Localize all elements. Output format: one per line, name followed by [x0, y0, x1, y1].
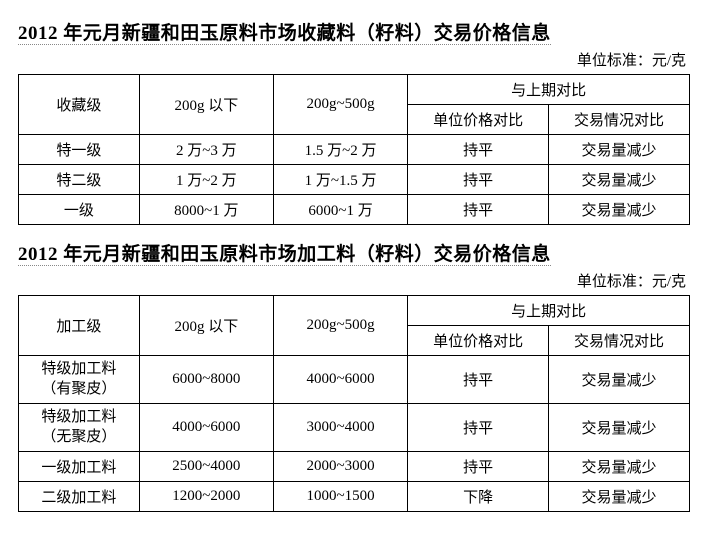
cell-c1: 持平	[408, 404, 549, 452]
cell-c1: 持平	[408, 356, 549, 404]
unit-label-2: 单位标准：元/克	[18, 270, 686, 291]
cell-p2: 1 万~1.5 万	[273, 165, 407, 195]
col-compare-trade: 交易情况对比	[549, 326, 690, 356]
cell-p1: 2 万~3 万	[139, 135, 273, 165]
cell-p1: 4000~6000	[139, 404, 273, 452]
cell-level: 特一级	[19, 135, 140, 165]
cell-level: 特二级	[19, 165, 140, 195]
cell-c2: 交易量减少	[549, 195, 690, 225]
table-row: 一级 8000~1 万 6000~1 万 持平 交易量减少	[19, 195, 690, 225]
cell-c2: 交易量减少	[549, 404, 690, 452]
table-row: 特级加工料（无聚皮） 4000~6000 3000~4000 持平 交易量减少	[19, 404, 690, 452]
col-under-200: 200g 以下	[139, 75, 273, 135]
cell-p2: 1.5 万~2 万	[273, 135, 407, 165]
cell-c2: 交易量减少	[549, 165, 690, 195]
cell-c2: 交易量减少	[549, 356, 690, 404]
cell-p2: 6000~1 万	[273, 195, 407, 225]
table-header-row: 收藏级 200g 以下 200g~500g 与上期对比	[19, 75, 690, 105]
col-200-500: 200g~500g	[273, 75, 407, 135]
col-level: 收藏级	[19, 75, 140, 135]
cell-level: 一级加工料	[19, 452, 140, 482]
cell-p1: 2500~4000	[139, 452, 273, 482]
cell-c2: 交易量减少	[549, 482, 690, 512]
col-under-200: 200g 以下	[139, 296, 273, 356]
cell-c2: 交易量减少	[549, 452, 690, 482]
cell-p2: 1000~1500	[273, 482, 407, 512]
cell-p1: 1200~2000	[139, 482, 273, 512]
cell-level: 一级	[19, 195, 140, 225]
section-processing: 2012 年元月新疆和田玉原料市场加工料（籽料）交易价格信息 单位标准：元/克 …	[18, 239, 690, 512]
cell-c1: 持平	[408, 452, 549, 482]
cell-c1: 持平	[408, 135, 549, 165]
cell-c1: 持平	[408, 165, 549, 195]
cell-c2: 交易量减少	[549, 135, 690, 165]
cell-p1: 1 万~2 万	[139, 165, 273, 195]
cell-level: 特级加工料（无聚皮）	[19, 404, 140, 452]
title-processing: 2012 年元月新疆和田玉原料市场加工料（籽料）交易价格信息	[18, 239, 690, 266]
col-level: 加工级	[19, 296, 140, 356]
table-row: 特一级 2 万~3 万 1.5 万~2 万 持平 交易量减少	[19, 135, 690, 165]
col-compare-price: 单位价格对比	[408, 326, 549, 356]
cell-c1: 持平	[408, 195, 549, 225]
table-row: 特级加工料（有聚皮） 6000~8000 4000~6000 持平 交易量减少	[19, 356, 690, 404]
unit-label-1: 单位标准：元/克	[18, 49, 686, 70]
cell-p1: 8000~1 万	[139, 195, 273, 225]
table-processing: 加工级 200g 以下 200g~500g 与上期对比 单位价格对比 交易情况对…	[18, 295, 690, 512]
cell-c1: 下降	[408, 482, 549, 512]
col-compare-price: 单位价格对比	[408, 105, 549, 135]
table-collectible: 收藏级 200g 以下 200g~500g 与上期对比 单位价格对比 交易情况对…	[18, 74, 690, 225]
cell-level: 特级加工料（有聚皮）	[19, 356, 140, 404]
col-compare-trade: 交易情况对比	[549, 105, 690, 135]
col-200-500: 200g~500g	[273, 296, 407, 356]
table-row: 二级加工料 1200~2000 1000~1500 下降 交易量减少	[19, 482, 690, 512]
cell-p2: 3000~4000	[273, 404, 407, 452]
cell-p1: 6000~8000	[139, 356, 273, 404]
col-compare-group: 与上期对比	[408, 75, 690, 105]
col-compare-group: 与上期对比	[408, 296, 690, 326]
table-header-row: 加工级 200g 以下 200g~500g 与上期对比	[19, 296, 690, 326]
title-collectible: 2012 年元月新疆和田玉原料市场收藏料（籽料）交易价格信息	[18, 18, 690, 45]
cell-level: 二级加工料	[19, 482, 140, 512]
cell-p2: 2000~3000	[273, 452, 407, 482]
section-collectible: 2012 年元月新疆和田玉原料市场收藏料（籽料）交易价格信息 单位标准：元/克 …	[18, 18, 690, 225]
cell-p2: 4000~6000	[273, 356, 407, 404]
table-row: 特二级 1 万~2 万 1 万~1.5 万 持平 交易量减少	[19, 165, 690, 195]
table-row: 一级加工料 2500~4000 2000~3000 持平 交易量减少	[19, 452, 690, 482]
